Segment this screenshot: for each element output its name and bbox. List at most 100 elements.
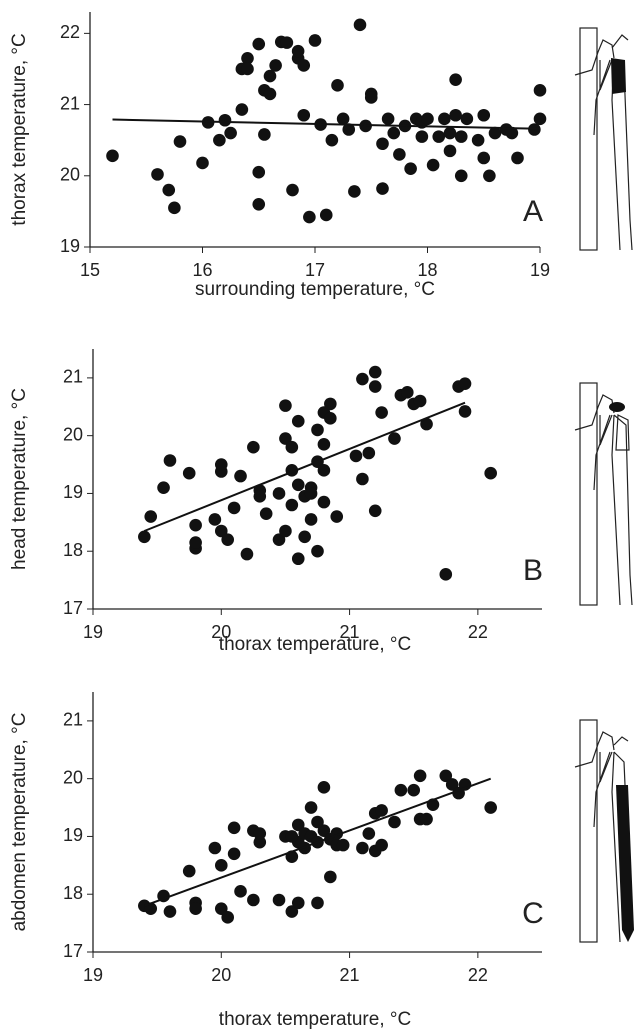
point xyxy=(285,905,299,918)
point xyxy=(144,510,158,523)
insect-b xyxy=(574,382,633,606)
point xyxy=(483,169,496,183)
point xyxy=(488,126,502,140)
point xyxy=(317,824,331,837)
point xyxy=(439,568,453,581)
y-tick-label: 19 xyxy=(63,825,83,845)
point xyxy=(356,372,369,386)
point xyxy=(330,510,344,523)
point xyxy=(426,158,440,172)
point xyxy=(311,423,324,437)
y-tick-label: 20 xyxy=(60,165,80,185)
point xyxy=(336,838,350,852)
point xyxy=(484,801,497,814)
point xyxy=(311,896,324,910)
point xyxy=(252,165,266,179)
point xyxy=(189,902,202,915)
y-tick-label: 20 xyxy=(63,424,83,444)
panel-label: C xyxy=(522,897,544,930)
point xyxy=(388,432,401,445)
x-tick-label: 15 xyxy=(80,260,100,280)
point xyxy=(317,781,331,794)
point xyxy=(375,804,388,817)
point xyxy=(214,524,228,538)
panel: 15 16 17 18 19 19 20 21 22 surrounding temperatur… xyxy=(9,12,550,300)
highlight-head xyxy=(609,402,625,412)
x-axis-label: surrounding temperature, °C xyxy=(195,279,435,300)
point xyxy=(438,112,451,126)
point xyxy=(208,513,222,526)
point xyxy=(272,893,286,907)
x-tick-label: 21 xyxy=(340,622,360,642)
point xyxy=(297,108,311,122)
point xyxy=(263,69,277,83)
point xyxy=(368,504,382,518)
point xyxy=(401,386,414,399)
point xyxy=(263,87,277,101)
y-axis-label: head temperature, °C xyxy=(9,388,30,570)
point xyxy=(272,487,286,500)
point xyxy=(252,197,266,211)
point xyxy=(324,397,337,411)
point xyxy=(311,815,324,829)
point xyxy=(443,144,457,158)
point xyxy=(356,841,369,855)
y-tick-label: 21 xyxy=(63,367,83,387)
point xyxy=(413,394,427,408)
point xyxy=(407,783,421,797)
point xyxy=(420,812,433,826)
y-tick-label: 18 xyxy=(63,540,83,560)
y-axis-label: thorax temperature, °C xyxy=(9,33,30,225)
point xyxy=(311,544,324,558)
point xyxy=(241,62,254,76)
point xyxy=(304,513,318,526)
x-tick-label: 17 xyxy=(305,260,325,280)
point xyxy=(376,137,389,151)
point xyxy=(269,59,282,72)
point xyxy=(477,108,491,122)
point xyxy=(404,162,417,175)
point xyxy=(324,870,337,884)
y-tick-label: 21 xyxy=(60,93,80,113)
point xyxy=(317,495,331,509)
point xyxy=(285,440,299,454)
point xyxy=(285,830,299,843)
point xyxy=(381,112,395,126)
point xyxy=(214,902,228,915)
panel: 19 20 21 22 17 18 19 20 21 thorax temperature, °C… xyxy=(9,692,544,1030)
point xyxy=(252,37,266,51)
point xyxy=(297,59,311,72)
point xyxy=(308,34,322,47)
point xyxy=(342,123,356,136)
panel-label: B xyxy=(523,554,543,587)
point xyxy=(356,472,369,486)
point xyxy=(214,859,228,872)
point xyxy=(348,185,361,198)
point xyxy=(477,151,491,165)
x-axis-label: thorax temperature, °C xyxy=(219,634,411,655)
point xyxy=(324,412,337,425)
x-axis-label: thorax temperature, °C xyxy=(219,1009,411,1030)
point xyxy=(304,801,318,814)
fit-line xyxy=(143,777,492,907)
point xyxy=(325,133,339,147)
point xyxy=(458,405,472,418)
y-tick-label: 19 xyxy=(60,236,80,256)
point xyxy=(454,169,468,183)
point xyxy=(285,498,299,512)
point xyxy=(189,536,202,549)
highlight-abdomen xyxy=(616,785,634,942)
point xyxy=(235,103,249,116)
point xyxy=(208,841,222,855)
point xyxy=(182,864,196,878)
point xyxy=(280,36,294,49)
point xyxy=(286,183,299,197)
x-tick-label: 19 xyxy=(530,260,550,280)
point xyxy=(317,438,331,451)
point xyxy=(221,533,234,546)
point xyxy=(393,148,406,161)
point xyxy=(439,769,453,783)
point xyxy=(368,365,382,379)
point xyxy=(298,530,311,544)
